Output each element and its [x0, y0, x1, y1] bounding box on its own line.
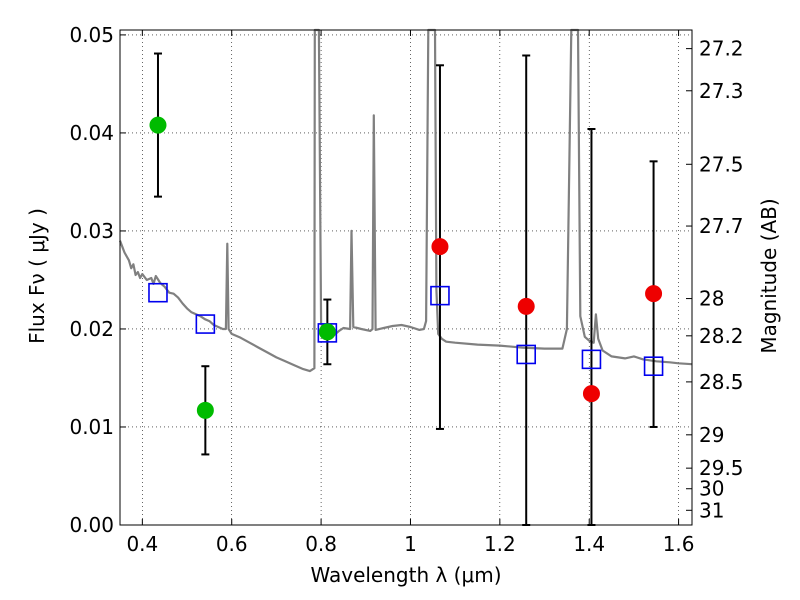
y-axis-label: Flux Fν ( μJy ) — [25, 208, 49, 344]
photometry-point — [517, 297, 535, 315]
model-square-marker — [643, 356, 664, 377]
model-square-marker — [516, 344, 537, 365]
y2-tick-label: 28.2 — [699, 324, 744, 348]
model-square-marker — [430, 285, 450, 306]
model-square-marker — [581, 349, 602, 370]
photometry-point — [196, 401, 214, 419]
y-tick-label: 0.01 — [69, 415, 114, 439]
y-tick-label: 0.03 — [69, 219, 114, 243]
photometry-point — [149, 116, 167, 134]
y2-tick-label: 31 — [699, 498, 724, 522]
y2-tick-label: 27.5 — [699, 152, 744, 176]
photometry-point — [645, 285, 663, 303]
y2-tick-label: 30 — [699, 477, 724, 501]
x-tick-label: 1.2 — [484, 532, 516, 556]
y2-tick-label: 28 — [699, 287, 724, 311]
x-tick-label: 0.4 — [126, 532, 158, 556]
x-tick-label: 1 — [404, 532, 417, 556]
x-axis-label: Wavelength λ (μm) — [310, 563, 501, 587]
y2-tick-label: 28.5 — [699, 370, 744, 394]
photometry-point — [431, 238, 449, 256]
photometry-point — [318, 323, 336, 341]
y2-tick-label: 27.7 — [699, 214, 744, 238]
x-tick-label: 0.6 — [216, 532, 248, 556]
y-tick-label: 0.04 — [69, 121, 114, 145]
y-tick-label: 0.00 — [69, 513, 114, 537]
y2-tick-label: 29.5 — [699, 456, 744, 480]
y2-tick-label: 29 — [699, 423, 724, 447]
y2-tick-label: 27.3 — [699, 79, 744, 103]
y-tick-label: 0.02 — [69, 317, 114, 341]
y2-tick-label: 27.2 — [699, 37, 744, 61]
plot-frame — [119, 29, 693, 526]
x-tick-label: 0.8 — [305, 532, 337, 556]
model-square-marker — [148, 282, 168, 303]
x-tick-label: 1.4 — [573, 532, 605, 556]
y2-axis-label: Magnitude (AB) — [757, 198, 781, 353]
photometry-point — [582, 385, 600, 403]
y-axis-ticks: 0.00 0.01 0.02 0.03 0.04 0.05 — [69, 23, 126, 537]
y-tick-label: 0.05 — [69, 23, 114, 47]
plot-area-background — [120, 30, 692, 525]
x-axis-ticks: 0.4 0.6 0.8 1 1.2 1.4 1.6 — [126, 30, 695, 556]
model-square-marker — [195, 314, 216, 334]
x-tick-label: 1.6 — [663, 532, 695, 556]
marker-layer — [148, 116, 664, 419]
